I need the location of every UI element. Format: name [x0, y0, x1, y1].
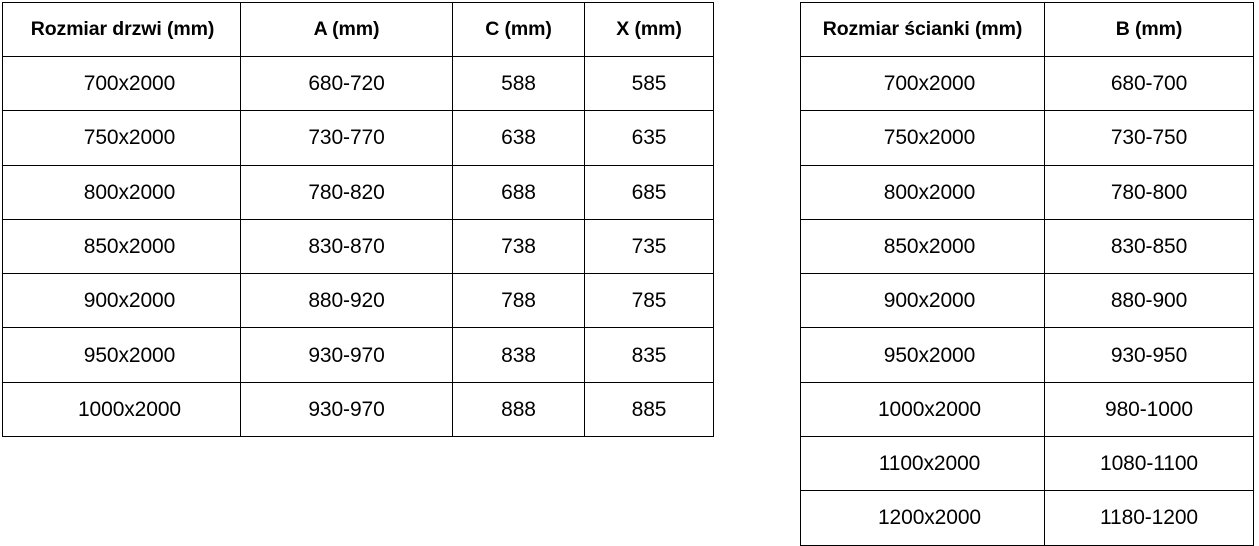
cell-door-size: 950x2000 — [2, 327, 241, 383]
table-header-row: Rozmiar drzwi (mm) A (mm) C (mm) X (mm) — [2, 2, 714, 57]
cell-a: 780-820 — [240, 164, 453, 220]
wall-dimensions-table: Rozmiar ścianki (mm) B (mm) 700x2000 680… — [800, 2, 1254, 546]
cell-b: 780-800 — [1044, 164, 1254, 220]
cell-wall-size: 900x2000 — [800, 273, 1045, 329]
table-row: 700x2000 680-700 — [800, 55, 1254, 112]
table-row: 1100x2000 1080-1100 — [800, 436, 1254, 492]
door-table-body: 700x2000 680-720 588 585 750x2000 730-77… — [2, 55, 714, 438]
table-row: 1000x2000 980-1000 — [800, 381, 1254, 438]
cell-door-size: 1000x2000 — [2, 381, 241, 438]
table-row: 1200x2000 1180-1200 — [800, 490, 1254, 546]
door-table-header: Rozmiar drzwi (mm) A (mm) C (mm) X (mm) — [2, 2, 714, 57]
cell-b: 1080-1100 — [1044, 436, 1254, 492]
cell-door-size: 850x2000 — [2, 218, 241, 275]
table-row: 800x2000 780-820 688 685 — [2, 164, 714, 220]
table-row: 850x2000 830-870 738 735 — [2, 218, 714, 275]
cell-c: 588 — [452, 55, 585, 112]
column-header-c: C (mm) — [452, 2, 585, 57]
column-header-door-size: Rozmiar drzwi (mm) — [2, 2, 241, 57]
cell-wall-size: 850x2000 — [800, 218, 1045, 275]
table-header-row: Rozmiar ścianki (mm) B (mm) — [800, 2, 1254, 57]
cell-c: 738 — [452, 218, 585, 275]
cell-door-size: 800x2000 — [2, 164, 241, 220]
cell-x: 785 — [584, 273, 714, 329]
cell-x: 585 — [584, 55, 714, 112]
cell-door-size: 750x2000 — [2, 110, 241, 166]
cell-a: 730-770 — [240, 110, 453, 166]
cell-b: 1180-1200 — [1044, 490, 1254, 546]
cell-a: 680-720 — [240, 55, 453, 112]
wall-table-body: 700x2000 680-700 750x2000 730-750 800x20… — [800, 55, 1254, 546]
cell-a: 880-920 — [240, 273, 453, 329]
table-row: 700x2000 680-720 588 585 — [2, 55, 714, 112]
table-row: 900x2000 880-920 788 785 — [2, 273, 714, 329]
cell-x: 685 — [584, 164, 714, 220]
table-row: 950x2000 930-970 838 835 — [2, 327, 714, 383]
cell-a: 930-970 — [240, 381, 453, 438]
table-row: 750x2000 730-770 638 635 — [2, 110, 714, 166]
cell-wall-size: 750x2000 — [800, 110, 1045, 166]
cell-wall-size: 700x2000 — [800, 55, 1045, 112]
column-header-b: B (mm) — [1044, 2, 1254, 57]
cell-b: 980-1000 — [1044, 381, 1254, 438]
cell-b: 930-950 — [1044, 327, 1254, 383]
cell-wall-size: 800x2000 — [800, 164, 1045, 220]
column-header-wall-size: Rozmiar ścianki (mm) — [800, 2, 1045, 57]
cell-b: 680-700 — [1044, 55, 1254, 112]
table-row: 800x2000 780-800 — [800, 164, 1254, 220]
cell-x: 835 — [584, 327, 714, 383]
cell-x: 735 — [584, 218, 714, 275]
cell-wall-size: 950x2000 — [800, 327, 1045, 383]
cell-a: 830-870 — [240, 218, 453, 275]
cell-x: 635 — [584, 110, 714, 166]
cell-b: 730-750 — [1044, 110, 1254, 166]
cell-a: 930-970 — [240, 327, 453, 383]
cell-c: 638 — [452, 110, 585, 166]
cell-door-size: 900x2000 — [2, 273, 241, 329]
table-row: 950x2000 930-950 — [800, 327, 1254, 383]
cell-c: 788 — [452, 273, 585, 329]
cell-wall-size: 1100x2000 — [800, 436, 1045, 492]
cell-wall-size: 1000x2000 — [800, 381, 1045, 438]
cell-b: 830-850 — [1044, 218, 1254, 275]
column-header-a: A (mm) — [240, 2, 453, 57]
cell-x: 885 — [584, 381, 714, 438]
cell-c: 838 — [452, 327, 585, 383]
cell-c: 888 — [452, 381, 585, 438]
wall-table-header: Rozmiar ścianki (mm) B (mm) — [800, 2, 1254, 57]
table-row: 750x2000 730-750 — [800, 110, 1254, 166]
table-row: 900x2000 880-900 — [800, 273, 1254, 329]
cell-b: 880-900 — [1044, 273, 1254, 329]
cell-wall-size: 1200x2000 — [800, 490, 1045, 546]
cell-door-size: 700x2000 — [2, 55, 241, 112]
table-row: 1000x2000 930-970 888 885 — [2, 381, 714, 438]
column-header-x: X (mm) — [584, 2, 714, 57]
door-dimensions-table: Rozmiar drzwi (mm) A (mm) C (mm) X (mm) … — [2, 2, 714, 438]
table-row: 850x2000 830-850 — [800, 218, 1254, 275]
cell-c: 688 — [452, 164, 585, 220]
